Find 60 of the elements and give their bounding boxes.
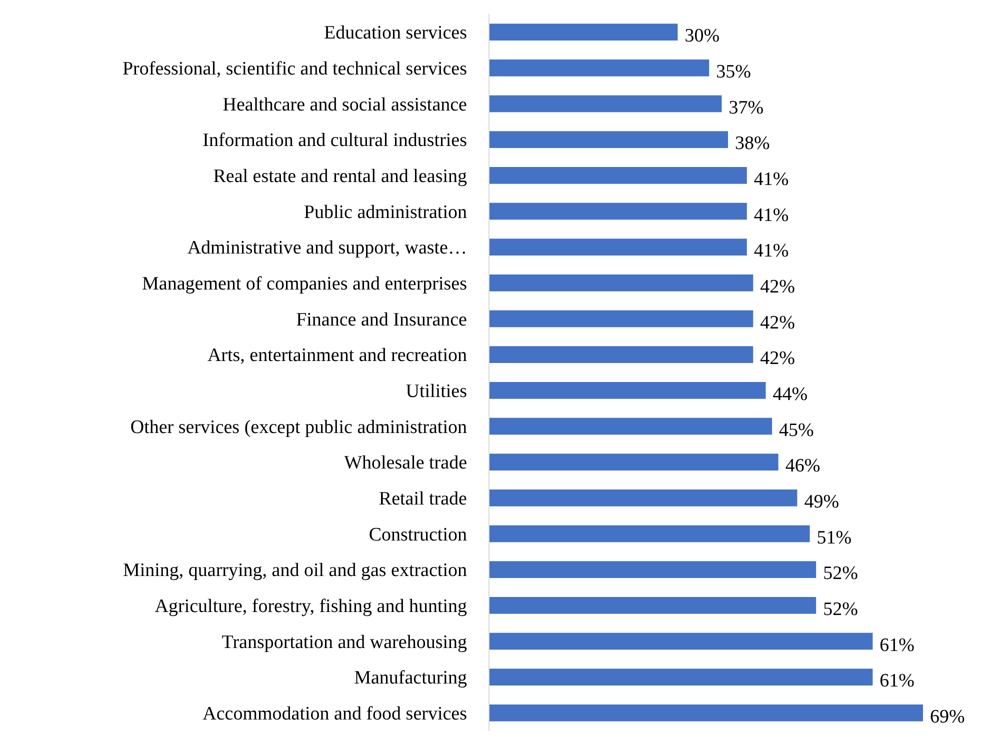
data-label: 41% bbox=[754, 204, 789, 226]
y-tick-label: Transportation and warehousing bbox=[222, 632, 468, 653]
data-label: 42% bbox=[760, 348, 796, 370]
y-tick-label: Information and cultural industries bbox=[202, 130, 467, 152]
data-label: 30% bbox=[684, 26, 720, 47]
y-tick-label: Public administration bbox=[304, 202, 468, 223]
bar bbox=[489, 167, 747, 184]
y-tick-label: Professional, scientific and technical services bbox=[122, 58, 467, 80]
bar bbox=[489, 454, 778, 470]
bar bbox=[489, 274, 754, 292]
y-tick-label: Real estate and rental and leasing bbox=[213, 166, 468, 188]
y-tick-label: Retail trade bbox=[378, 488, 467, 510]
y-tick-label: Other services (except public administration bbox=[130, 416, 468, 438]
y-tick-label: Accommodation and food services bbox=[202, 704, 467, 725]
bar bbox=[489, 310, 754, 328]
data-label: 42% bbox=[760, 312, 796, 334]
y-tick-label: Healthcare and social assistance bbox=[222, 94, 467, 116]
y-tick-label: Education services bbox=[324, 22, 467, 44]
y-tick-label: Agriculture, forestry, fishing and hunting bbox=[154, 596, 468, 618]
bar bbox=[489, 418, 772, 435]
bar bbox=[489, 131, 728, 148]
data-label: 41% bbox=[754, 169, 789, 190]
bar bbox=[489, 525, 810, 542]
bar bbox=[489, 238, 747, 256]
y-tick-label: Management of companies and enterprises bbox=[142, 274, 467, 295]
data-label: 69% bbox=[930, 706, 965, 728]
bar bbox=[489, 561, 816, 578]
bar bbox=[489, 668, 873, 686]
data-label: 52% bbox=[823, 563, 858, 584]
bar bbox=[489, 704, 923, 722]
bar bbox=[489, 632, 873, 650]
data-label: 61% bbox=[880, 634, 915, 656]
y-tick-label: Construction bbox=[368, 524, 468, 546]
data-label: 49% bbox=[804, 492, 840, 513]
bar bbox=[489, 596, 816, 614]
y-tick-label: Finance and Insurance bbox=[296, 309, 467, 330]
y-tick-label: Manufacturing bbox=[354, 668, 468, 689]
data-label: 45% bbox=[779, 420, 814, 441]
bar bbox=[489, 24, 678, 41]
data-label: 61% bbox=[880, 670, 915, 692]
y-tick-label: Wholesale trade bbox=[344, 452, 467, 474]
data-label: 51% bbox=[816, 527, 852, 548]
data-label: 52% bbox=[823, 599, 858, 620]
bar bbox=[489, 489, 798, 506]
y-tick-label: Arts, entertainment and recreation bbox=[207, 345, 468, 366]
data-label: 37% bbox=[728, 97, 764, 118]
data-label: 35% bbox=[716, 62, 752, 83]
data-label: 42% bbox=[760, 276, 796, 298]
data-label: 41% bbox=[754, 240, 789, 262]
data-label: 46% bbox=[785, 456, 820, 477]
y-tick-label: Utilities bbox=[406, 381, 467, 402]
data-label: 38% bbox=[735, 133, 770, 154]
bar bbox=[489, 202, 747, 220]
bar bbox=[489, 346, 754, 364]
y-tick-label: Mining, quarrying, and oil and gas extraction bbox=[122, 560, 468, 582]
bar bbox=[489, 60, 710, 76]
y-tick-label: Administrative and support, waste… bbox=[187, 238, 467, 259]
data-label: 44% bbox=[772, 384, 808, 406]
bar bbox=[489, 95, 722, 112]
bar bbox=[489, 382, 766, 399]
